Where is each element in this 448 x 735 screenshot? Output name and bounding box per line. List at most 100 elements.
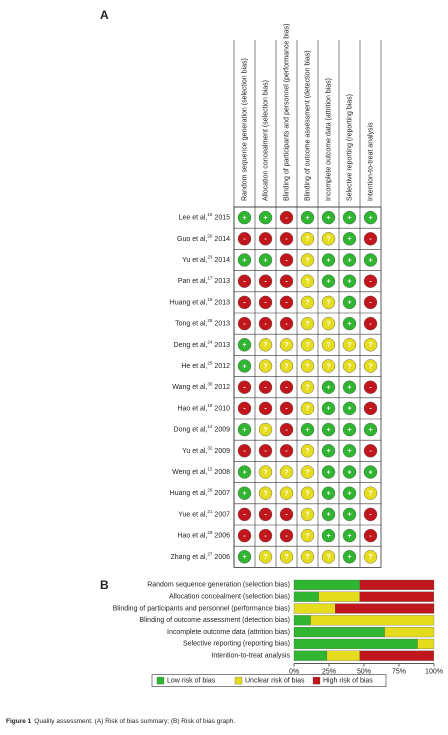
- study-ref: 32: [207, 445, 213, 450]
- judgment-dot: [300, 507, 315, 522]
- bar-segment: [293, 627, 385, 638]
- study-label: Zhang et al,27 2006: [170, 551, 230, 560]
- judgment-symbol: ?: [326, 363, 330, 370]
- judgment-symbol: -: [285, 236, 288, 243]
- judgment-dot: [321, 401, 336, 416]
- judgment-dot: [258, 253, 273, 267]
- judgment-dot: [321, 550, 336, 564]
- judgment-dot: [258, 507, 273, 522]
- judgment-dot: [342, 422, 357, 437]
- x-tick-label: 50%: [357, 668, 371, 675]
- judgment-dot: [279, 444, 294, 458]
- study-ref: 28: [207, 318, 213, 323]
- judgment-dot: [279, 316, 294, 331]
- judgment-dot: [363, 465, 378, 479]
- legend-label: Low risk of bias: [167, 677, 216, 684]
- judgment-dot: [363, 338, 378, 352]
- judgment-symbol: +: [347, 448, 351, 455]
- study-label: Yue et al,21 2007: [178, 509, 230, 518]
- judgment-symbol: -: [243, 279, 246, 286]
- judgment-dot: [363, 380, 378, 394]
- study-year: 2013: [214, 299, 230, 306]
- judgment-dot: [279, 528, 294, 543]
- bar-segment: [293, 650, 328, 661]
- judgment-symbol: ?: [347, 363, 351, 370]
- bar-segment: [293, 591, 319, 602]
- category-label: Intention-to-treat analysis: [211, 653, 290, 660]
- judgment-dot: [321, 253, 336, 267]
- judgment-dot: [342, 550, 357, 564]
- judgment-dot: [300, 338, 315, 352]
- judgment-dot: [363, 422, 378, 437]
- judgment-dot: [321, 507, 336, 522]
- judgment-symbol: +: [368, 257, 372, 264]
- judgment-symbol: -: [243, 321, 246, 328]
- judgment-dot: [237, 444, 252, 458]
- judgment-symbol: ?: [305, 385, 309, 392]
- study-year: 2006: [214, 532, 230, 539]
- domain-label: Incomplete outcome data (attrition bias): [325, 78, 332, 201]
- judgment-symbol: +: [242, 257, 246, 264]
- judgment-symbol: -: [369, 512, 372, 519]
- study-label: Lee et al,16 2015: [179, 212, 231, 221]
- judgment-dot: [237, 232, 252, 246]
- judgment-dot: [363, 253, 378, 267]
- judgment-dot: [363, 359, 378, 373]
- judgment-symbol: +: [326, 469, 330, 476]
- judgment-symbol: -: [264, 406, 267, 413]
- judgment-dot: [342, 380, 357, 394]
- judgment-dot: [279, 507, 294, 522]
- study-label: Guo et al,20 2014: [177, 233, 230, 242]
- judgment-symbol: -: [285, 533, 288, 540]
- judgment-dot: [237, 338, 252, 352]
- judgment-symbol: -: [369, 406, 372, 413]
- judgment-symbol: ?: [305, 257, 309, 264]
- study-year: 2013: [214, 320, 230, 327]
- bar-segment: [318, 591, 360, 602]
- judgment-dot: [258, 486, 273, 500]
- judgment-symbol: ?: [263, 427, 267, 434]
- legend-swatch: [156, 676, 165, 685]
- study-label: Dong et al,14 2009: [174, 424, 231, 433]
- judgment-symbol: +: [305, 215, 309, 222]
- judgment-dot: [300, 232, 315, 246]
- bar-segment: [384, 627, 435, 638]
- study-year: 2013: [214, 342, 230, 349]
- judgment-dot: [300, 316, 315, 331]
- judgment-dot: [321, 444, 336, 458]
- judgment-symbol: -: [264, 448, 267, 455]
- judgment-dot: [363, 232, 378, 246]
- judgment-dot: [237, 359, 252, 373]
- judgment-symbol: -: [243, 236, 246, 243]
- judgment-dot: [321, 316, 336, 331]
- judgment-dot: [342, 486, 357, 500]
- study-name: Yu et al,: [182, 448, 207, 455]
- judgment-dot: [342, 338, 357, 352]
- judgment-dot: [237, 253, 252, 267]
- judgment-symbol: +: [326, 448, 330, 455]
- judgment-dot: [237, 422, 252, 437]
- study-ref: 15: [207, 467, 213, 472]
- study-name: Lee et al,: [179, 214, 208, 221]
- judgment-dot: [321, 359, 336, 373]
- study-ref: 27: [207, 551, 213, 556]
- judgment-symbol: ?: [305, 300, 309, 307]
- judgment-symbol: +: [263, 215, 267, 222]
- study-ref: 29: [207, 530, 213, 535]
- judgment-dot: [300, 210, 315, 225]
- judgment-symbol: +: [326, 512, 330, 519]
- study-name: Hao et al,: [177, 405, 207, 412]
- judgment-dot: [363, 550, 378, 564]
- study-name: He et al,: [181, 363, 207, 370]
- domain-label: Blinding of outcome assessment (detectio…: [304, 50, 311, 201]
- legend-swatch: [234, 676, 243, 685]
- judgment-dot: [363, 507, 378, 522]
- study-name: Hao et al,: [177, 532, 207, 539]
- judgment-dot: [342, 210, 357, 225]
- judgment-symbol: +: [242, 363, 246, 370]
- judgment-dot: [258, 359, 273, 373]
- study-ref: 26: [207, 488, 213, 493]
- judgment-symbol: ?: [305, 469, 309, 476]
- judgment-dot: [279, 380, 294, 394]
